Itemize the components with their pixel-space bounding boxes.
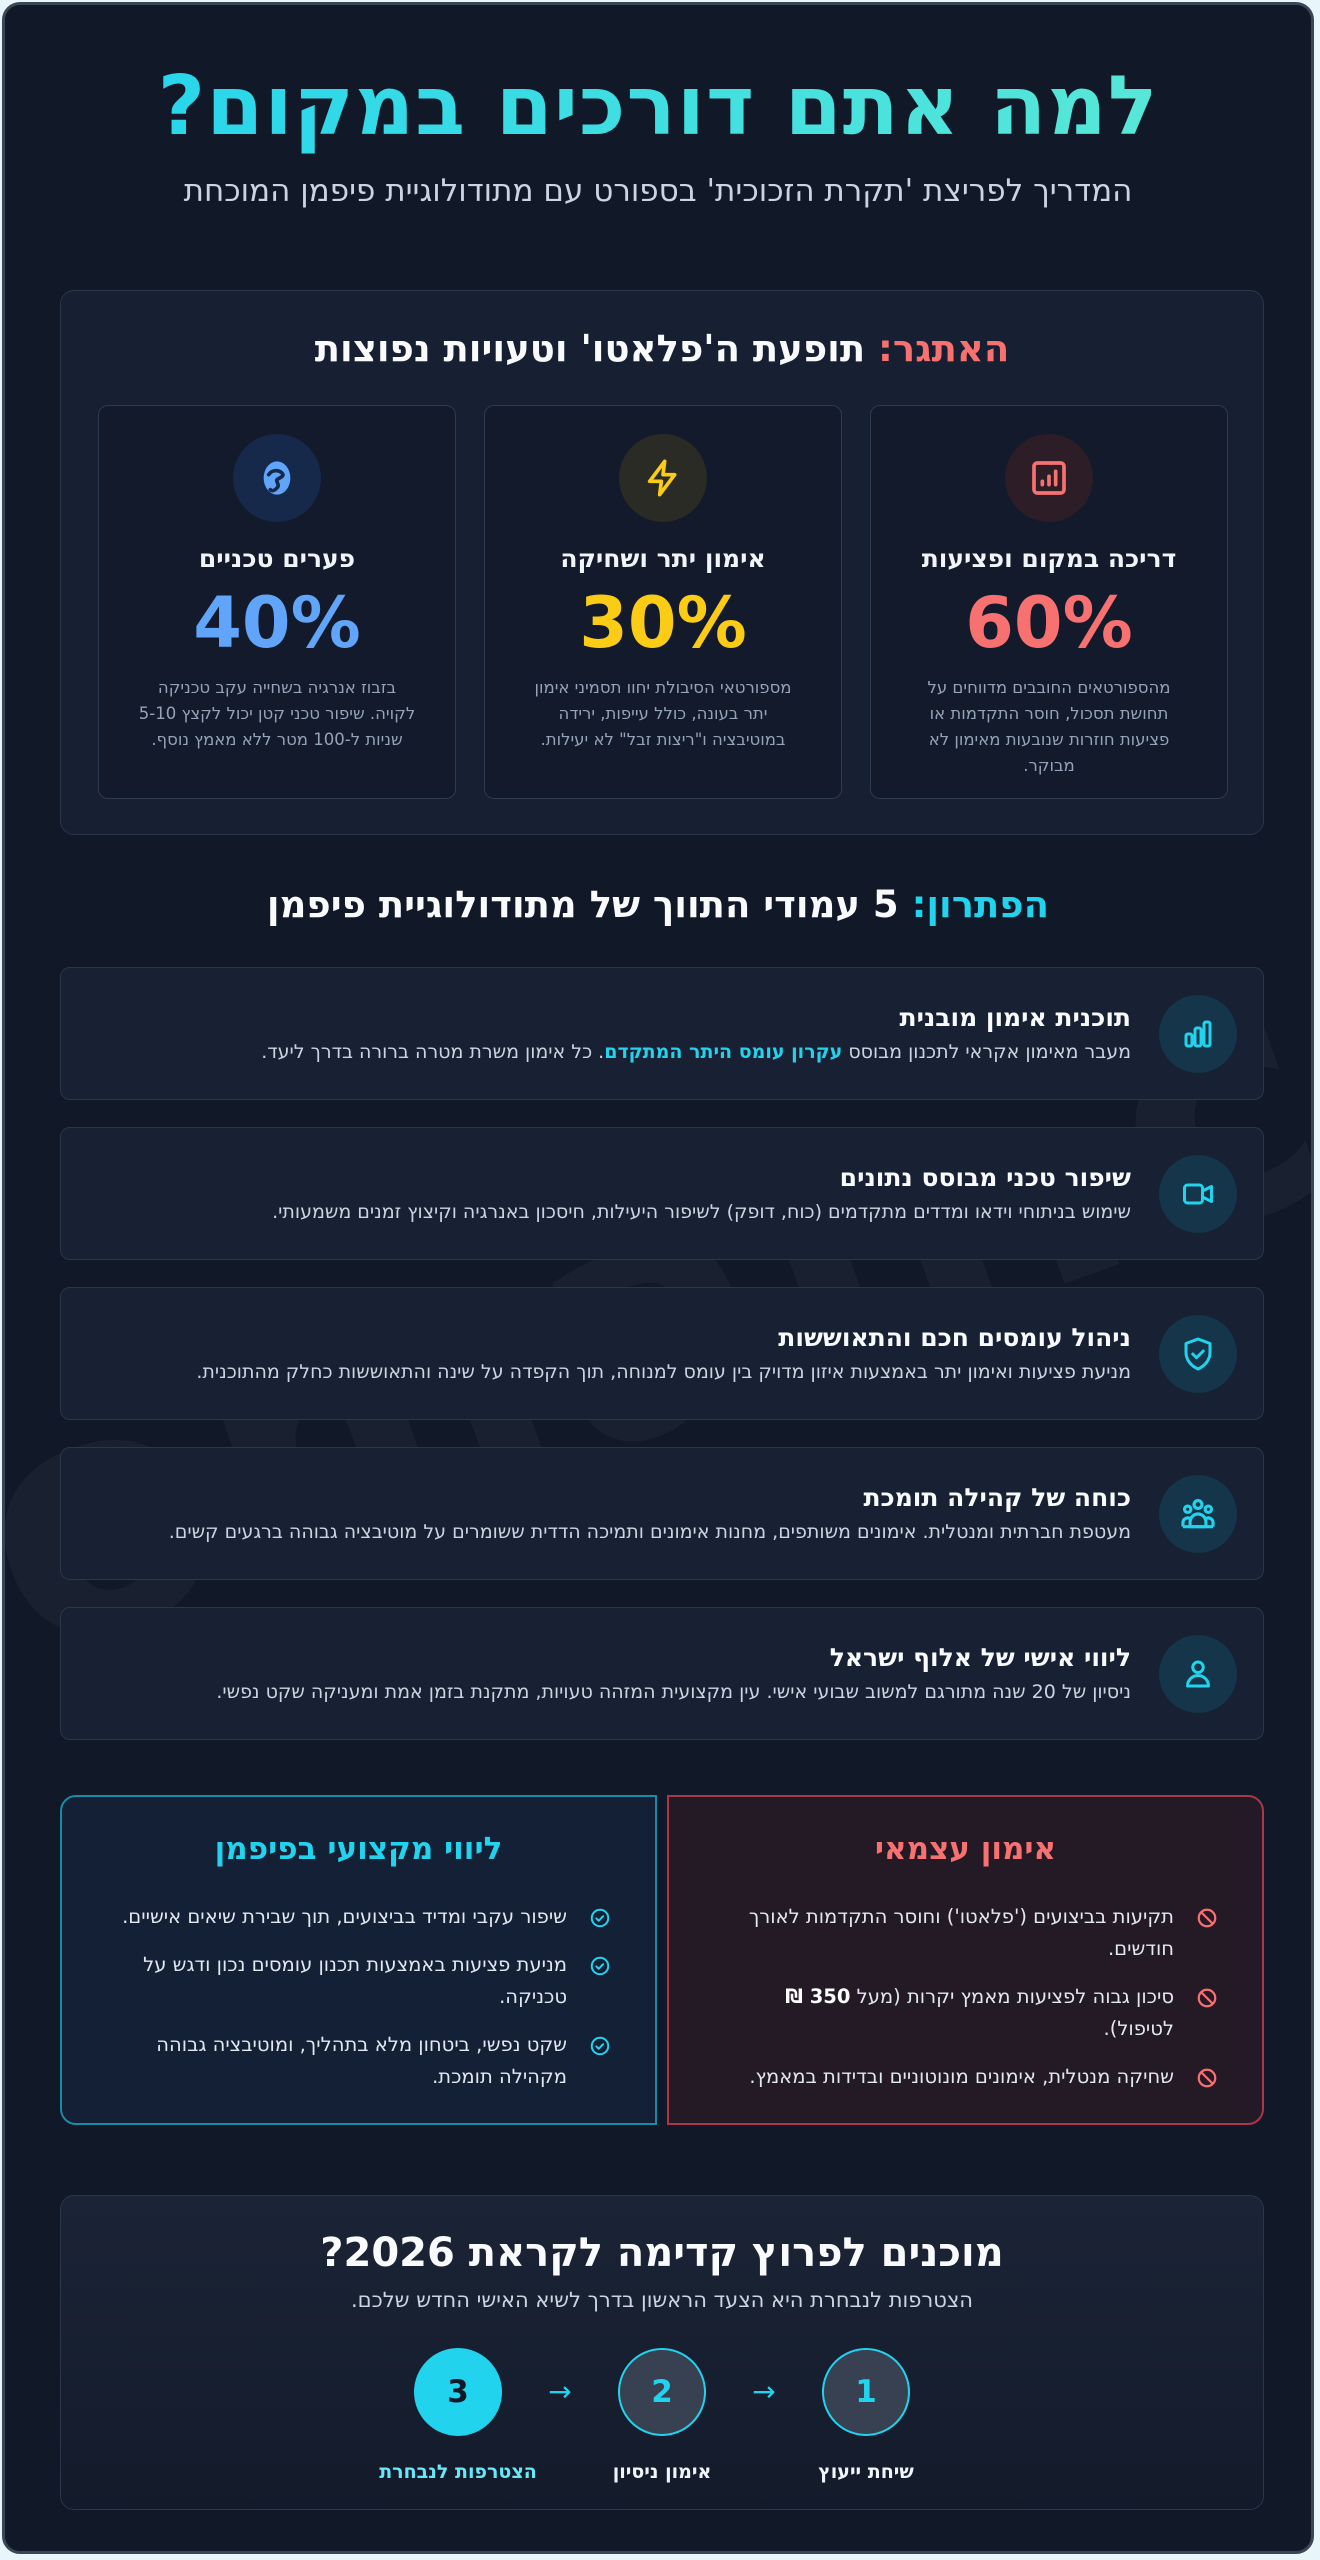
cta-title: מוכנים לפרוץ קדימה לקראת 2026?: [320, 2230, 1004, 2276]
pillar-desc: ניסיון של 20 שנה מתורגם למשוב שבועי אישי…: [216, 1681, 1131, 1703]
video-camera-icon: [1159, 1155, 1237, 1233]
list-item: תקיעות בביצועים ('פלאטו') וחוסר התקדמות …: [709, 1901, 1217, 1965]
ban-icon: [1197, 1988, 1217, 2008]
check-circle-icon: [590, 2036, 610, 2056]
user-icon: [1159, 1635, 1237, 1713]
pillar-title: תוכנית אימון מובנית: [899, 1003, 1132, 1032]
ban-icon: [1197, 1908, 1217, 1928]
self-training-title: אימון עצמאי: [874, 1831, 1057, 1867]
stat-title: דריכה במקום ופציעות: [921, 544, 1177, 573]
pro-coaching-box: ליווי מקצועי בפיפמן שיפור עקבי ומדיד בבי…: [60, 1795, 657, 2125]
check-circle-icon: [590, 1956, 610, 1976]
pillar-desc-highlight: עקרון עומס היתר המתקדם: [604, 1041, 843, 1063]
arrow-icon: →: [548, 2375, 572, 2408]
hero-header: למה אתם דורכים במקום? המדריך לפריצת 'תקר…: [5, 5, 1311, 211]
bar-chart-icon: [1159, 995, 1237, 1073]
ban-icon: [1197, 2068, 1217, 2088]
pillar-title: כוחה של קהילה תומכת: [863, 1483, 1131, 1512]
step-label: אימון ניסיון: [612, 2461, 712, 2483]
pillar-desc: מעבר מאימון אקראי לתכנון מבוסס עקרון עומ…: [261, 1041, 1131, 1063]
pillar-desc: שימוש בניתוחי וידאו ומדדים מתקדמים (כוח,…: [272, 1201, 1131, 1223]
challenge-title: האתגר: תופעת ה'פלאטו' וטעויות נפוצות: [61, 327, 1263, 370]
check-circle-icon: [590, 1908, 610, 1928]
stat-title: פערים טכניים: [198, 544, 356, 573]
pillar-title: ליווי אישי של אלוף ישראל: [829, 1643, 1131, 1672]
page-title: למה אתם דורכים במקום?: [5, 57, 1311, 157]
step-number: 3: [414, 2348, 502, 2436]
stat-value: 30%: [579, 582, 747, 664]
stat-desc: בזבוז אנרגיה בשחייה עקב טכניקה לקויה. שי…: [138, 678, 416, 749]
self-training-box: אימון עצמאי תקיעות בביצועים ('פלאטו') וח…: [667, 1795, 1264, 2125]
steps-flow: 1 שיחת ייעוץ → 2 אימון ניסיון → 3 הצטרפו…: [61, 2348, 1263, 2483]
lightning-icon: [619, 434, 707, 522]
price-highlight: 350 ₪: [785, 1985, 851, 2008]
solution-title-accent: הפתרון:: [911, 883, 1050, 926]
pillar-data-technique: שיפור טכני מבוסס נתונים שימוש בניתוחי וי…: [60, 1127, 1264, 1260]
step-number: 1: [822, 2348, 910, 2436]
stat-cards: דריכה במקום ופציעות 60% מהספורטאים החובב…: [98, 405, 1228, 799]
step-join-team[interactable]: 3 הצטרפות לנבחרת: [379, 2348, 537, 2483]
challenge-section: האתגר: תופעת ה'פלאטו' וטעויות נפוצות דרי…: [60, 290, 1264, 835]
step-consultation[interactable]: 1 שיחת ייעוץ: [791, 2348, 941, 2483]
pillar-structured-plan: תוכנית אימון מובנית מעבר מאימון אקראי לת…: [60, 967, 1264, 1100]
runner-icon: [233, 434, 321, 522]
stat-card-technique: פערים טכניים 40% בזבוז אנרגיה בשחייה עקב…: [98, 405, 456, 799]
group-icon: [1159, 1475, 1237, 1553]
step-number: 2: [618, 2348, 706, 2436]
pillars-list: תוכנית אימון מובנית מעבר מאימון אקראי לת…: [60, 967, 1264, 1767]
solution-title: הפתרון: 5 עמודי התווך של מתודולוגיית פיפ…: [5, 883, 1311, 926]
pillar-desc: מניעת פציעות ואימון יתר באמצעות איזון מד…: [196, 1361, 1131, 1383]
step-trial[interactable]: 2 אימון ניסיון: [587, 2348, 737, 2483]
pillar-title: שיפור טכני מבוסס נתונים: [839, 1163, 1131, 1192]
pillar-title: ניהול עומסים חכם והתאוששות: [778, 1323, 1131, 1352]
solution-title-rest: 5 עמודי התווך של מתודולוגיית פיפמן: [266, 883, 899, 926]
stat-title: אימון יתר ושחיקה: [560, 544, 766, 573]
shield-check-icon: [1159, 1315, 1237, 1393]
cta-section: מוכנים לפרוץ קדימה לקראת 2026? הצטרפות ל…: [60, 2195, 1264, 2510]
list-item: מניעת פציעות באמצעות תכנון עומסים נכון ו…: [102, 1949, 610, 2013]
step-label: הצטרפות לנבחרת: [379, 2461, 537, 2483]
pillar-community: כוחה של קהילה תומכת מעטפת חברתית ומנטלית…: [60, 1447, 1264, 1580]
stat-value: 60%: [965, 582, 1133, 664]
pro-coaching-title: ליווי מקצועי בפיפמן: [214, 1831, 503, 1867]
pro-coaching-list: שיפור עקבי ומדיד בביצועים, תוך שבירת שיא…: [62, 1901, 655, 2093]
stat-value: 40%: [193, 582, 361, 664]
challenge-title-accent: האתגר:: [878, 327, 1010, 370]
list-item: סיכון גבוה לפציעות מאמץ יקרות (מעל 350 ₪…: [709, 1981, 1217, 2045]
list-item: שיפור עקבי ומדיד בביצועים, תוך שבירת שיא…: [102, 1901, 610, 1933]
pillar-personal-coaching: ליווי אישי של אלוף ישראל ניסיון של 20 שנ…: [60, 1607, 1264, 1740]
stat-card-plateau: דריכה במקום ופציעות 60% מהספורטאים החובב…: [870, 405, 1228, 799]
stat-card-overtraining: אימון יתר ושחיקה 30% מספורטאי הסיבולת יח…: [484, 405, 842, 799]
page-subtitle: המדריך לפריצת 'תקרת הזכוכית' בספורט עם מ…: [183, 173, 1133, 209]
chart-square-icon: [1005, 434, 1093, 522]
challenge-title-rest: תופעת ה'פלאטו' וטעויות נפוצות: [314, 327, 866, 370]
stat-desc: מהספורטאים החובבים מדווחים על תחושת תסכו…: [927, 678, 1171, 775]
comparison: אימון עצמאי תקיעות בביצועים ('פלאטו') וח…: [60, 1795, 1264, 2125]
arrow-icon: →: [752, 2375, 776, 2408]
list-item: שחיקה מנטלית, אימונים מונוטוניים ובדידות…: [709, 2061, 1217, 2093]
list-item: שקט נפשי, ביטחון מלא בתהליך, ומוטיבציה ג…: [102, 2029, 610, 2093]
cta-subtitle: הצטרפות לנבחרת היא הצעד הראשון בדרך לשיא…: [350, 2288, 974, 2312]
step-label: שיחת ייעוץ: [818, 2461, 914, 2483]
self-training-list: תקיעות בביצועים ('פלאטו') וחוסר התקדמות …: [669, 1901, 1262, 2093]
pillar-desc: מעטפת חברתית ומנטלית. אימונים משותפים, מ…: [168, 1521, 1131, 1543]
pillar-load-management: ניהול עומסים חכם והתאוששות מניעת פציעות …: [60, 1287, 1264, 1420]
stat-desc: מספורטאי הסיבולת יחוו תסמיני אימון יתר ב…: [534, 678, 792, 749]
